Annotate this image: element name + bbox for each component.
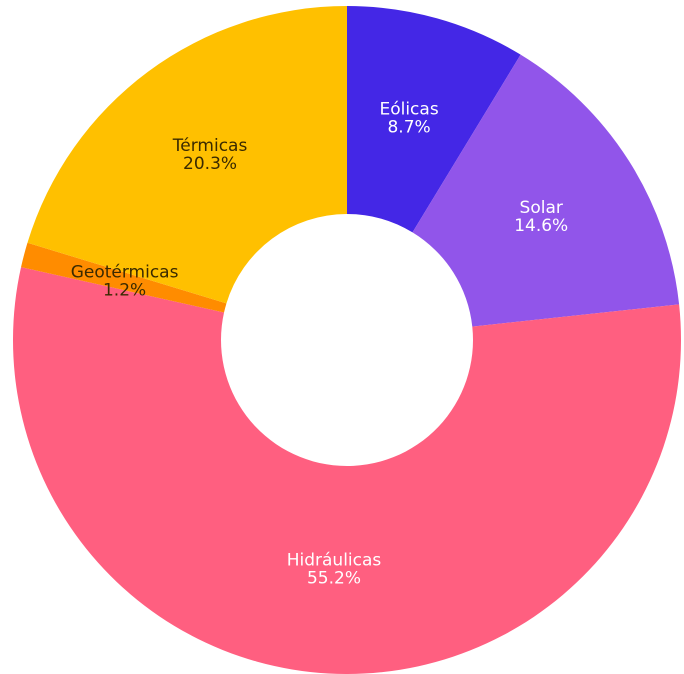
slice [21, 242, 227, 313]
slice-label: Geotérmicas [71, 262, 179, 282]
slice [27, 6, 347, 304]
slice [13, 267, 681, 674]
slice-label: Eólicas [379, 100, 438, 120]
slice-label: Térmicas [172, 136, 248, 156]
slice [412, 54, 680, 327]
slice-value-label: 8.7% [387, 118, 430, 138]
slice-label: Hidráulicas [287, 551, 382, 571]
slice-value-label: 20.3% [183, 154, 237, 174]
slice [347, 6, 521, 233]
slice-value-label: 55.2% [307, 569, 361, 589]
slice-value-label: 1.2% [103, 280, 146, 300]
slice-label: Solar [520, 198, 563, 218]
slice-value-label: 14.6% [514, 216, 568, 236]
